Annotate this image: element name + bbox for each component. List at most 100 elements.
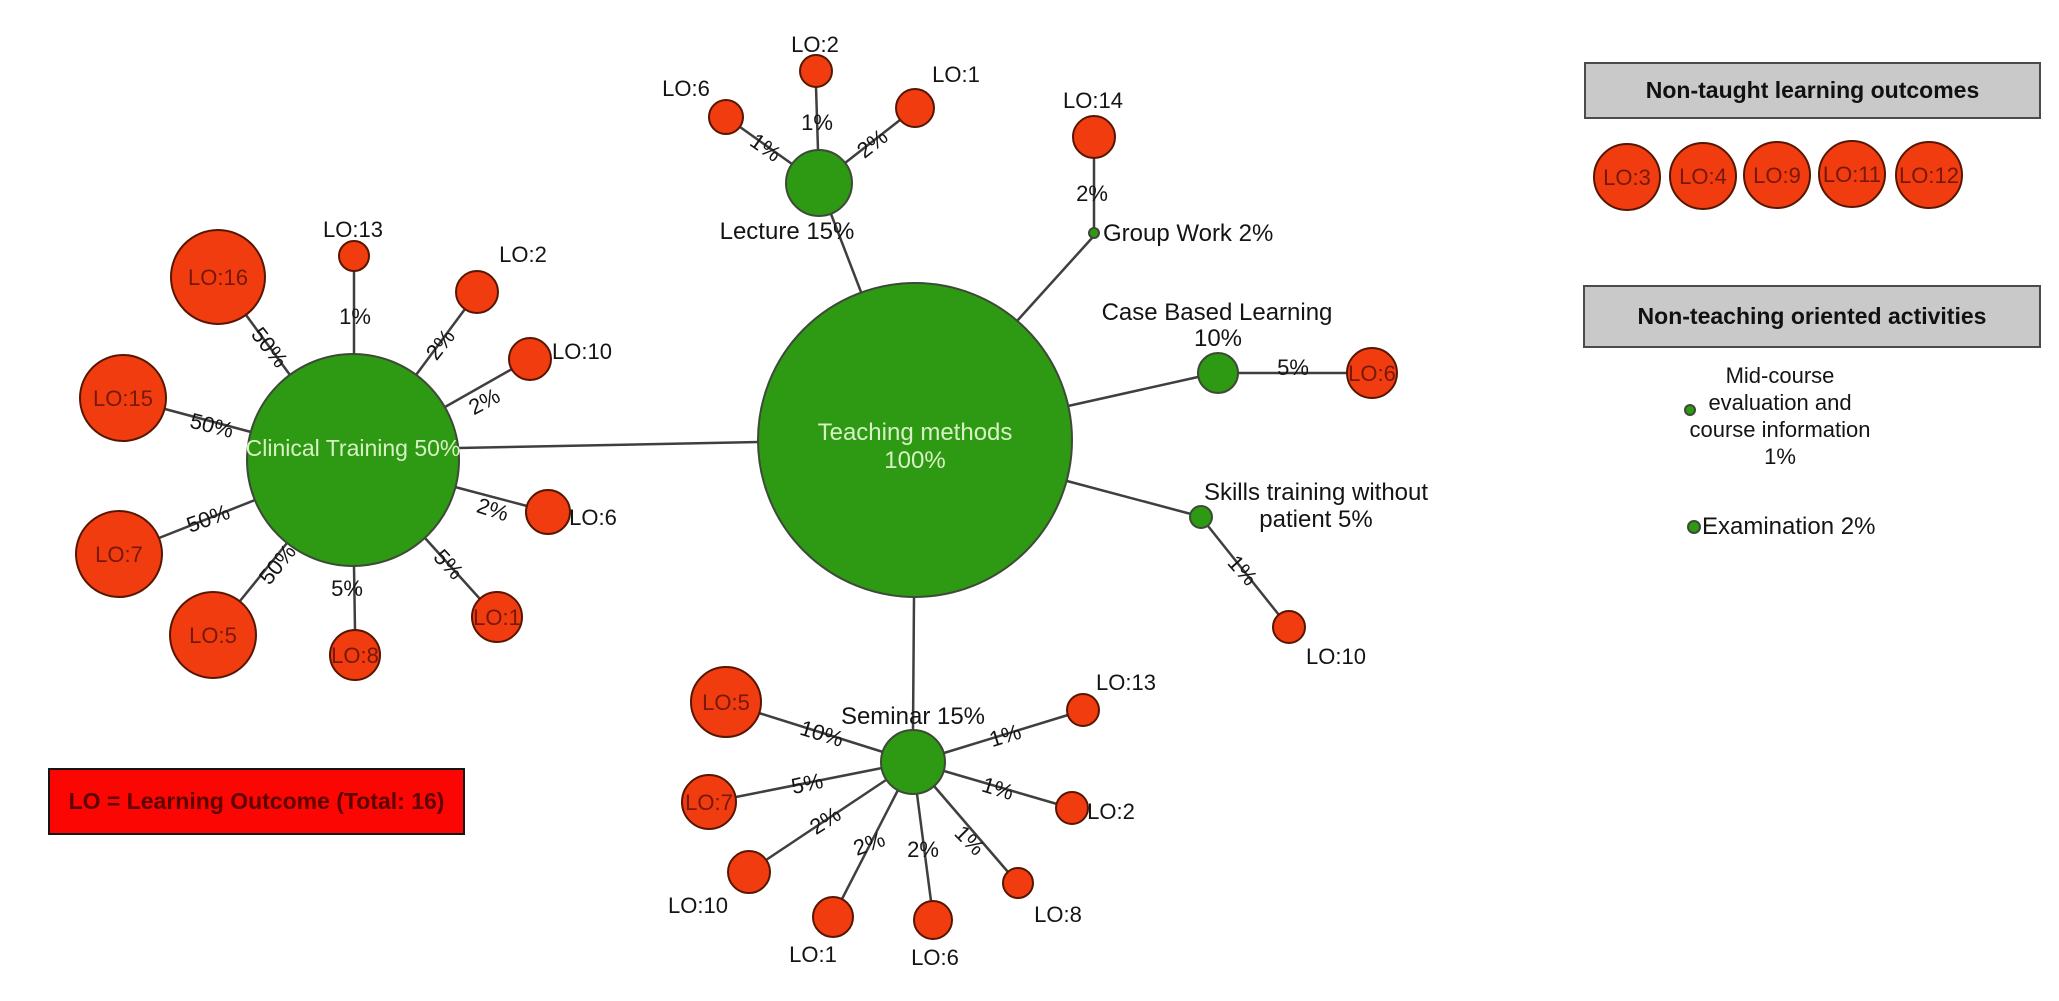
seminar-lo10-label-0: LO:10 [668, 893, 728, 918]
edge-seminar-lo2-label: 1% [979, 772, 1017, 805]
edge-seminar-lo7 [735, 766, 883, 799]
clinical-training-hub-label-0: Clinical Training 50% [246, 435, 461, 461]
cbl-lo6-bubble [1346, 347, 1398, 399]
legend-lo12-label-0: LO:12 [1899, 163, 1959, 188]
clinical-lo6-label-0: LO:6 [569, 505, 617, 530]
teaching-methods-hub-label-0: Teaching methods [818, 419, 1013, 446]
edge-clinical-lo13-label: 1% [339, 304, 371, 329]
skills-lo10-label-0: LO:10 [1306, 644, 1366, 669]
edge-clinical-lo16 [244, 314, 292, 376]
seminar-lo6-bubble [913, 900, 953, 940]
edge-clinical-teaching [457, 440, 760, 450]
skills-training-hub-bubble [1189, 505, 1213, 529]
edge-lecture-lo6 [739, 125, 793, 166]
edge-lecture-lo2 [814, 86, 820, 151]
teaching-methods-hub-bubble [757, 282, 1073, 598]
edge-clinical-lo16-label: 50% [246, 322, 293, 372]
lo-key-box: LO = Learning Outcome (Total: 16) [48, 768, 465, 835]
edge-clinical-lo6 [454, 485, 528, 508]
legend-lo4-bubble [1669, 142, 1737, 210]
edge-seminar-lo13-label: 1% [986, 719, 1024, 752]
seminar-lo5-label-0: LO:5 [702, 690, 750, 715]
edge-clinical-lo10 [444, 367, 513, 409]
clinical-lo13-label-0: LO:13 [323, 217, 383, 242]
clinical-lo8-bubble [329, 629, 381, 681]
edge-clinical-lo7 [158, 498, 256, 540]
edge-clinical-lo2-label: 2% [421, 324, 460, 364]
seminar-lo5-bubble [690, 666, 762, 738]
edge-seminar-lo7-label: 5% [789, 768, 825, 799]
edge-clinical-lo2 [414, 308, 467, 376]
skills-training-hub-label-0: Skills training without [1204, 479, 1428, 506]
legend-lo11-label-0: LO:11 [1823, 162, 1881, 187]
edge-seminar-lo8 [933, 785, 1009, 873]
edge-teaching-seminar [911, 596, 916, 731]
clinical-lo13-bubble [338, 240, 370, 272]
legend-lo3-label-0: LO:3 [1603, 165, 1651, 190]
edge-clinical-lo15 [164, 407, 252, 434]
group-work-hub-label-0: Group Work 2% [1103, 220, 1273, 247]
mid-course-line-2: evaluation and [1708, 390, 1852, 415]
seminar-lo1-label-0: LO:1 [789, 942, 837, 967]
legend-lo4-label-0: LO:4 [1679, 164, 1727, 189]
edge-clinical-lo7-label: 50% [183, 499, 233, 538]
seminar-lo6-label-0: LO:6 [911, 945, 959, 970]
group-work-hub-bubble [1088, 227, 1100, 239]
clinical-lo15-bubble [79, 354, 167, 442]
edge-clinical-lo1 [424, 537, 481, 600]
edge-seminar-lo1 [840, 789, 900, 900]
lecture-lo6-bubble [708, 99, 744, 135]
legend-lo9-bubble [1743, 141, 1811, 209]
edge-seminar-lo10 [765, 778, 887, 862]
edge-groupwork-lo14-label: 2% [1076, 181, 1108, 206]
clinical-lo6-bubble [525, 489, 571, 535]
clinical-lo1-label-0: LO:1 [473, 605, 521, 630]
legend-lo12-bubble [1895, 141, 1963, 209]
skills-training-hub-label-1: patient 5% [1259, 506, 1372, 533]
seminar-lo10-bubble [727, 850, 771, 894]
clinical-lo5-label-0: LO:5 [189, 623, 237, 648]
edge-clinical-lo15-label: 50% [187, 408, 236, 443]
edge-clinical-lo6-label: 2% [474, 493, 512, 527]
lecture-lo1-bubble [895, 88, 935, 128]
mid-course-dot-bubble [1684, 404, 1696, 416]
clinical-lo8-label-0: LO:8 [331, 643, 379, 668]
seminar-lo2-label-0: LO:2 [1087, 799, 1135, 824]
edge-skills-lo10-label: 1% [1223, 550, 1263, 590]
clinical-lo15-label-0: LO:15 [93, 386, 153, 411]
examination-dot-bubble [1687, 520, 1701, 534]
seminar-hub-bubble [880, 729, 946, 795]
edge-cbl-lo6-label: 5% [1277, 355, 1309, 380]
skills-lo10-bubble [1272, 610, 1306, 644]
legend-lo3-bubble [1593, 143, 1661, 211]
clinical-lo7-bubble [75, 510, 163, 598]
seminar-hub-label-0: Seminar 15% [841, 703, 985, 730]
edge-clinical-lo8-label: 5% [331, 576, 363, 601]
seminar-lo1-bubble [812, 896, 854, 938]
clinical-lo16-label-0: LO:16 [188, 265, 248, 290]
lecture-lo2-bubble [799, 54, 833, 88]
cbl-lo6-label-0: LO:6 [1348, 361, 1396, 386]
case-based-learning-hub-label-0: Case Based Learning [1102, 299, 1333, 326]
seminar-lo8-label-0: LO:8 [1034, 902, 1082, 927]
lecture-hub-bubble [785, 149, 853, 217]
edge-seminar-lo6-label: 2% [907, 837, 939, 862]
seminar-lo13-label-0: LO:13 [1096, 670, 1156, 695]
seminar-lo7-label-0: LO:7 [685, 790, 733, 815]
lecture-lo1-label-0: LO:1 [932, 62, 980, 87]
clinical-lo7-label-0: LO:7 [95, 542, 143, 567]
non-teaching-legend-title: Non-teaching oriented activities [1583, 285, 2041, 348]
edge-seminar-lo13 [943, 713, 1069, 755]
groupwork-lo14-label-0: LO:14 [1063, 88, 1123, 113]
clinical-lo10-label-0: LO:10 [552, 339, 612, 364]
edge-teaching-skills [1066, 479, 1192, 516]
edge-skills-lo10 [1207, 525, 1280, 616]
legend-lo9-label-0: LO:9 [1753, 163, 1801, 188]
case-based-learning-hub-bubble [1197, 352, 1239, 394]
edge-seminar-lo5-label: 10% [797, 715, 846, 752]
edge-teaching-groupwork [1016, 237, 1093, 322]
examination-note: Examination 2% [1702, 513, 1876, 540]
case-based-learning-hub-label-1: 10% [1194, 325, 1242, 352]
lecture-lo2-label-0: LO:2 [791, 32, 839, 57]
seminar-lo7-bubble [681, 774, 737, 830]
